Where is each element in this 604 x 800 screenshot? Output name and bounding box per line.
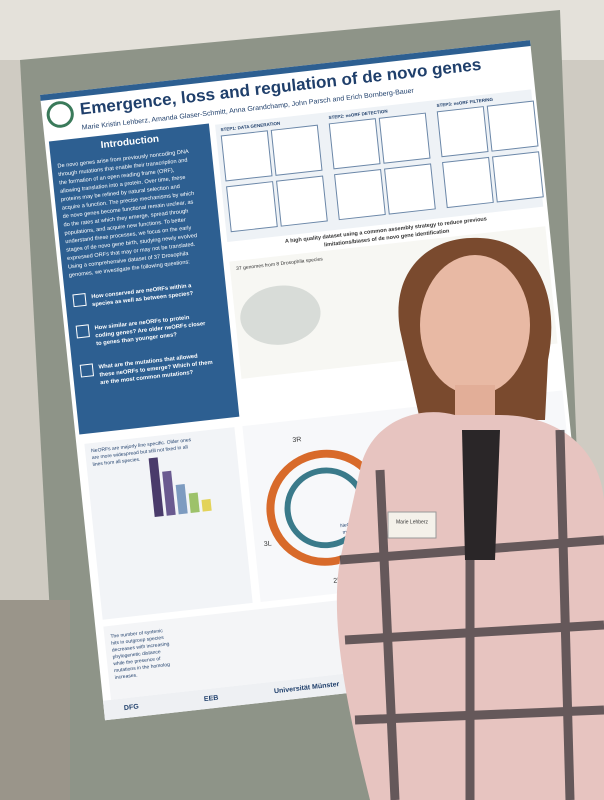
plot-bar xyxy=(188,492,200,514)
footer-text: DFG xyxy=(124,704,139,713)
plot-bar xyxy=(175,484,188,515)
step-tile xyxy=(328,118,381,170)
floor xyxy=(0,600,70,800)
step-tile xyxy=(384,163,436,215)
chromosome-label: 3L xyxy=(263,540,272,548)
step-tile xyxy=(436,106,489,158)
step-label: STEP3: neORF FILTERING xyxy=(436,97,493,108)
face xyxy=(420,255,530,395)
step-tile xyxy=(378,112,431,164)
question-icon xyxy=(75,324,90,339)
person: Marie Lehberz xyxy=(336,237,604,800)
finding-line: while the presence of xyxy=(113,656,161,667)
plot-bar xyxy=(162,470,176,516)
plot-bar xyxy=(148,457,164,518)
chromosome-label: 3R xyxy=(292,436,302,444)
logo xyxy=(46,101,74,128)
undershirt xyxy=(462,430,500,560)
step-tile xyxy=(276,175,328,227)
question-icon xyxy=(72,293,87,308)
finding-line: increases. xyxy=(114,672,137,680)
plot-bar xyxy=(201,498,212,512)
finding-line: The number of syntenic xyxy=(110,628,163,640)
name-badge xyxy=(387,511,437,539)
question-icon xyxy=(79,363,95,378)
step-tile xyxy=(442,156,494,209)
step-label: STEP2: neORF DETECTION xyxy=(328,109,387,121)
step-tile xyxy=(334,168,386,221)
badge-name: Marie Lehberz xyxy=(396,519,428,525)
step-tile xyxy=(226,181,278,233)
step-tile xyxy=(220,130,273,182)
finding-line: lines from all species. xyxy=(92,457,140,468)
finding-line: hits in outgroup species xyxy=(111,635,165,647)
poster-band xyxy=(40,40,531,101)
finding-line: phylogenetic distance xyxy=(112,649,161,660)
step-tile xyxy=(492,151,544,203)
footer-text: EEB xyxy=(204,695,219,703)
bars-box xyxy=(84,427,253,620)
world-map xyxy=(240,285,321,345)
intro-box xyxy=(48,123,240,435)
step-tile xyxy=(270,124,323,176)
step-label: STEP1: DATA GENERATION xyxy=(220,121,280,133)
step-tile xyxy=(486,100,539,152)
